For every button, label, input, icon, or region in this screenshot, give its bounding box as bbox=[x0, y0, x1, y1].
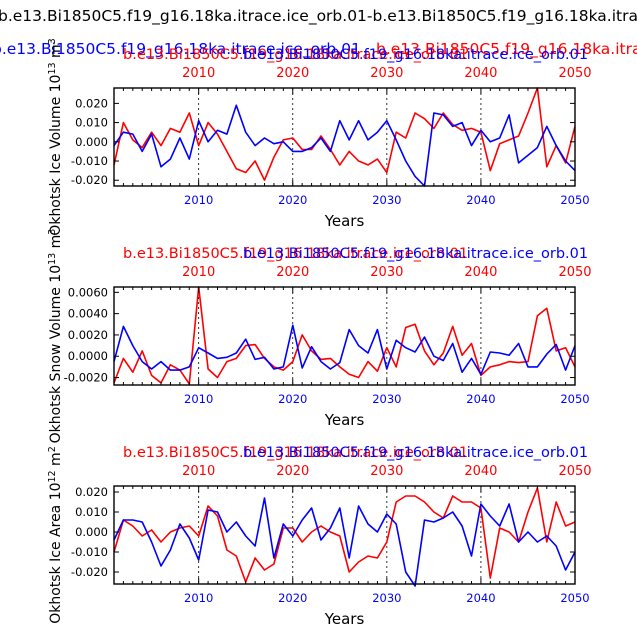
y-tick-label: -0.010 bbox=[71, 545, 108, 559]
x-tick-label-top: 2030 bbox=[370, 265, 403, 280]
x-tick-label-bottom: 2020 bbox=[278, 392, 307, 406]
x-tick-label-bottom: 2050 bbox=[560, 591, 589, 605]
x-tick-label-top: 2030 bbox=[370, 66, 403, 81]
y-tick-label: -0.020 bbox=[71, 565, 108, 579]
y-tick-label: 0.000 bbox=[75, 525, 108, 539]
header-blue-title: b.e13.Bi1850C5.f19_g16.18ka.itrace.ice_o… bbox=[0, 40, 361, 59]
x-tick-label-top: 2010 bbox=[182, 66, 215, 81]
series-title-red: b.e13.Bi1850C5.f19_g16.18ka.itrace.ice_o… bbox=[123, 246, 468, 262]
x-tick-label-bottom: 2020 bbox=[278, 193, 307, 207]
x-tick-label-top: 2020 bbox=[276, 66, 309, 81]
x-tick-label-top: 2010 bbox=[182, 464, 215, 479]
x-tick-label-bottom: 2040 bbox=[466, 193, 495, 207]
y-tick-label: 0.020 bbox=[75, 96, 108, 110]
x-tick-label-top: 2040 bbox=[464, 265, 497, 280]
y-tick-label: 0.010 bbox=[75, 505, 108, 519]
x-tick-label-top: 2040 bbox=[464, 464, 497, 479]
page-title: b.e13.Bi1850C5.f19_g16.18ka.itrace.ice_o… bbox=[0, 7, 637, 26]
x-axis-label: Years bbox=[324, 212, 365, 230]
series-line-blue bbox=[113, 497, 576, 587]
x-tick-label-bottom: 2050 bbox=[560, 193, 589, 207]
chart-panel-3: 0.020 0.010 0.000 -0.010 -0.020 2010 2010 2020 2… bbox=[47, 445, 592, 628]
x-tick-label-top: 2050 bbox=[558, 66, 591, 81]
x-tick-label-bottom: 2030 bbox=[372, 193, 401, 207]
series-title-blue: b.e13.Bi1850C5.f19_g16.18ka.itrace.ice_o… bbox=[243, 445, 588, 461]
chart-panel-2: 0.0060 0.0040 0.0020 0.0000 -0.0020 2010 2010 2… bbox=[47, 229, 592, 444]
header-red-title: b.e13.Bi1850C5.f19_g16.18ka.itrace.ice_o… bbox=[376, 40, 637, 59]
y-tick-label: 0.0060 bbox=[68, 285, 108, 299]
x-tick-label-bottom: 2010 bbox=[184, 392, 213, 406]
x-axis-label: Years bbox=[324, 411, 365, 429]
x-tick-label-bottom: 2040 bbox=[466, 392, 495, 406]
x-tick-label-top: 2050 bbox=[558, 265, 591, 280]
x-tick-label-top: 2030 bbox=[370, 464, 403, 479]
plot-frame bbox=[113, 87, 576, 187]
x-tick-label-bottom: 2010 bbox=[184, 591, 213, 605]
x-tick-label-bottom: 2010 bbox=[184, 193, 213, 207]
y-tick-label: 0.0020 bbox=[68, 328, 108, 342]
y-axis-label: Okhotsk Snow Volume 1013 m3 bbox=[47, 229, 65, 444]
y-tick-label: 0.0000 bbox=[68, 349, 108, 363]
y-tick-label: -0.0020 bbox=[64, 371, 108, 385]
series-line-red bbox=[113, 286, 576, 385]
plot-frame bbox=[113, 485, 576, 585]
y-tick-label: 0.0040 bbox=[68, 307, 108, 321]
plot-frame bbox=[113, 286, 576, 386]
series-title-red: b.e13.Bi1850C5.f19_g16.18ka.itrace.ice_o… bbox=[123, 445, 468, 461]
series-title-red: b.e13.Bi1850C5.f19_g16.18ka.itrace.ice_o… bbox=[123, 47, 468, 63]
x-axis-label: Years bbox=[324, 610, 365, 628]
series-title-blue: b.e13.Bi1850C5.f19_g16.18ka.itrace.ice_o… bbox=[243, 47, 588, 63]
y-tick-label: 0.020 bbox=[75, 485, 108, 499]
x-tick-label-bottom: 2020 bbox=[278, 591, 307, 605]
y-axis-label: Okhotsk Ice Area 1012 m2 bbox=[47, 446, 65, 624]
series-line-red bbox=[113, 487, 576, 583]
chart-panel-1: 0.020 0.010 0.000 -0.010 -0.020 2010 2010 2020 2… bbox=[47, 38, 592, 235]
series-line-blue bbox=[113, 104, 576, 187]
x-tick-label-bottom: 2040 bbox=[466, 591, 495, 605]
x-tick-label-top: 2040 bbox=[464, 66, 497, 81]
y-tick-label: -0.010 bbox=[71, 154, 108, 168]
x-tick-label-bottom: 2030 bbox=[372, 392, 401, 406]
series-line-blue bbox=[113, 324, 576, 376]
x-tick-label-top: 2010 bbox=[182, 265, 215, 280]
x-tick-label-top: 2020 bbox=[276, 265, 309, 280]
x-tick-label-bottom: 2030 bbox=[372, 591, 401, 605]
y-tick-label: 0.010 bbox=[75, 116, 108, 130]
x-tick-label-bottom: 2050 bbox=[560, 392, 589, 406]
x-tick-label-top: 2020 bbox=[276, 464, 309, 479]
y-axis-label: Okhotsk Ice Volume 1013 m3 bbox=[47, 38, 65, 235]
series-title-blue: b.e13.Bi1850C5.f19_g16.18ka.itrace.ice_o… bbox=[243, 246, 588, 262]
y-tick-label: 0.000 bbox=[75, 135, 108, 149]
y-tick-label: -0.020 bbox=[71, 173, 108, 187]
series-line-red bbox=[113, 87, 576, 181]
x-tick-label-top: 2050 bbox=[558, 464, 591, 479]
